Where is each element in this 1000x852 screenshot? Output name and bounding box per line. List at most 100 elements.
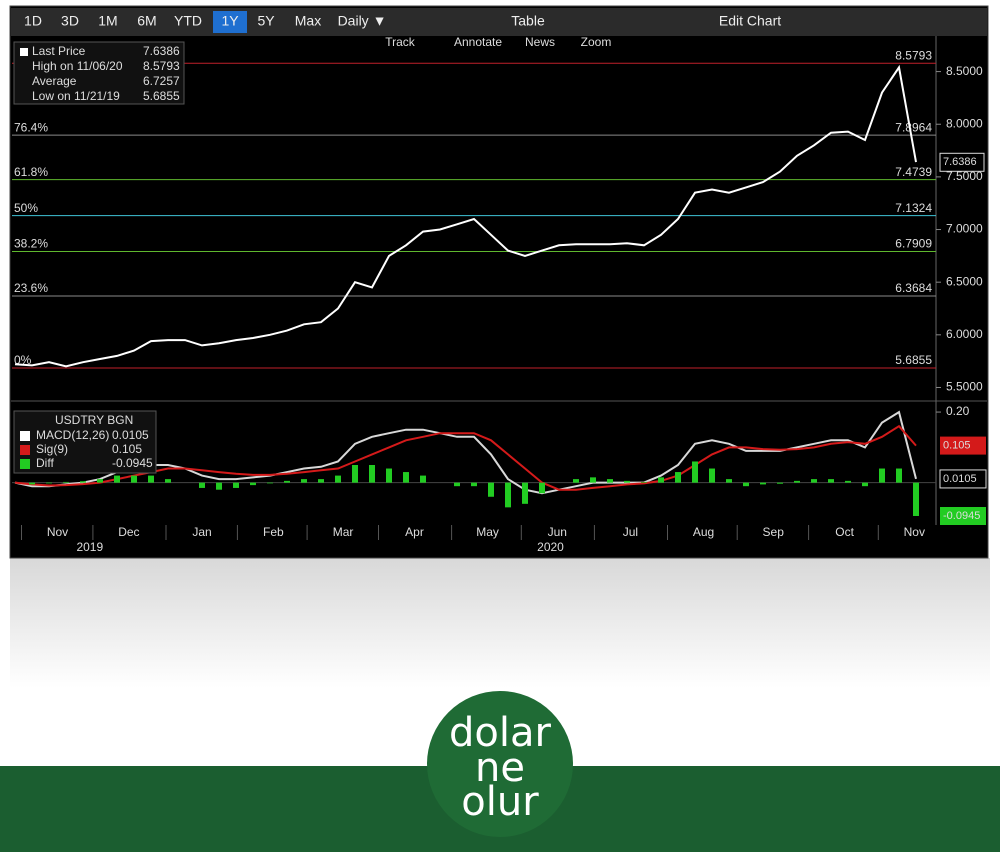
diff-bar: [267, 482, 273, 484]
diff-bar: [505, 482, 511, 508]
x-tick-label: Apr: [405, 525, 424, 539]
x-tick-label: Nov: [904, 525, 925, 539]
macd-line: [14, 424, 917, 491]
x-tick-label: Feb: [263, 525, 284, 539]
diff-bar: [896, 468, 902, 483]
diff-bar: [522, 482, 528, 504]
y-tick-label: 6.5000: [946, 274, 983, 288]
diff-bar: [165, 479, 171, 483]
value-tag: [940, 507, 986, 525]
toolbar-button[interactable]: 1Y: [221, 13, 239, 29]
price-line: [14, 64, 917, 368]
y-tick-label: 8.0000: [946, 116, 983, 130]
diff-bar: [46, 482, 52, 484]
value-tag: [939, 469, 987, 489]
selected-button: [213, 11, 247, 33]
diff-bar: [250, 482, 256, 486]
diff-bar: [199, 482, 205, 488]
x-tick-label: Mar: [333, 525, 354, 539]
diff-bar: [420, 475, 426, 483]
legend-value: 8.5793: [143, 59, 180, 73]
diff-bar: [454, 482, 460, 487]
legend-label: High on 11/06/20: [32, 59, 123, 73]
toolbar-button[interactable]: Daily ▼: [338, 13, 387, 29]
tool-button[interactable]: Zoom: [581, 35, 612, 49]
toolbar-button[interactable]: 6M: [137, 13, 156, 29]
diff-bar: [29, 482, 35, 485]
legend-title: USDTRY BGN: [55, 413, 133, 427]
logo-text: dolar: [449, 710, 551, 756]
diff-bar: [726, 479, 732, 483]
diff-bar: [709, 468, 715, 483]
toolbar-button[interactable]: Table: [511, 13, 545, 29]
diff-bar: [216, 482, 222, 490]
toolbar-button[interactable]: 3D: [61, 13, 79, 29]
level-value: 6.3684: [895, 281, 932, 295]
tool-button[interactable]: Annotate: [454, 35, 502, 49]
level-value: 7.4739: [895, 165, 932, 179]
level-value: 6.7909: [895, 237, 932, 251]
diff-bar: [811, 479, 817, 483]
diff-bar: [63, 481, 69, 483]
diff-bar: [488, 482, 494, 497]
diff-bar: [318, 479, 324, 483]
x-tick-label: Jun: [548, 525, 567, 539]
toolbar: [11, 8, 987, 36]
diff-bar: [607, 479, 613, 483]
toolbar-button[interactable]: 5Y: [257, 13, 275, 29]
diff-bar: [284, 480, 290, 483]
diff-bar: [114, 475, 120, 483]
diff-bar: [573, 479, 579, 483]
tool-button[interactable]: News: [525, 35, 555, 49]
diff-bar: [80, 481, 86, 483]
logo-text: ne: [475, 745, 525, 791]
level-value: 8.5793: [895, 48, 932, 62]
legend-label: Average: [32, 74, 77, 88]
legend-value: -0.0945: [112, 456, 153, 470]
legend-marker: [20, 431, 30, 441]
diff-bar: [675, 472, 681, 483]
level-value: 5.6855: [895, 353, 932, 367]
x-tick-label: Jan: [192, 525, 211, 539]
logo-text: olur: [461, 779, 539, 825]
diff-bar: [403, 472, 409, 483]
level-label: 50%: [14, 201, 38, 215]
legend-label: Sig(9): [36, 442, 68, 456]
y-tick-label: 7.5000: [946, 169, 983, 183]
diff-bar: [692, 461, 698, 483]
diff-bar: [590, 477, 596, 483]
year-label: 2020: [537, 540, 564, 554]
toolbar-button[interactable]: YTD: [174, 13, 202, 29]
legend-marker: [20, 48, 28, 56]
y-tick-label: 8.5000: [946, 64, 983, 78]
level-label: 61.8%: [14, 165, 48, 179]
diff-bar: [777, 482, 783, 484]
toolbar-button[interactable]: Max: [295, 13, 321, 29]
level-value: 7.1324: [895, 201, 932, 215]
x-tick-label: Aug: [693, 525, 714, 539]
x-tick-label: May: [476, 525, 499, 539]
legend-value: 0.105: [112, 442, 142, 456]
legend-marker: [20, 445, 30, 455]
tool-button[interactable]: Track: [385, 35, 416, 49]
toolbar-button[interactable]: 1M: [98, 13, 117, 29]
legend-box: [13, 41, 185, 105]
legend-value: 6.7257: [143, 74, 180, 88]
legend-label: Low on 11/21/19: [32, 89, 120, 103]
diff-bar: [386, 468, 392, 483]
diff-bar: [658, 477, 664, 483]
legend-label: Diff: [36, 456, 54, 470]
toolbar-button[interactable]: Edit Chart: [719, 13, 781, 29]
x-tick-label: Jul: [623, 525, 638, 539]
diff-bar: [828, 479, 834, 483]
diff-bar: [352, 465, 358, 483]
value-tag-label: 0.0105: [943, 473, 977, 485]
last-price-tag: [939, 152, 985, 172]
legend-value: 0.0105: [112, 428, 149, 442]
toolbar-button[interactable]: 1D: [24, 13, 42, 29]
legend-box: [13, 410, 157, 474]
diff-bar: [233, 482, 239, 488]
diff-bar: [624, 480, 630, 483]
